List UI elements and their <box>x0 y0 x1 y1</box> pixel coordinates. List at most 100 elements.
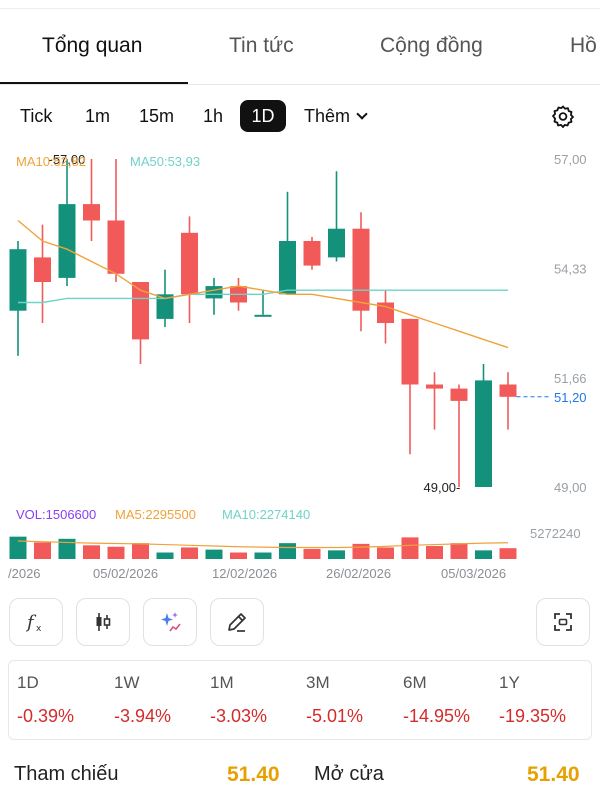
candle-body <box>303 241 321 266</box>
perf-change-3m: -5.01% <box>306 706 364 726</box>
ai-analysis-button[interactable] <box>143 598 197 646</box>
indicator-button[interactable]: f x <box>9 598 63 646</box>
candle-body <box>205 286 223 299</box>
perf-period-1d: 1D <box>17 673 39 692</box>
gear-icon[interactable] <box>551 104 575 128</box>
candles-layer <box>9 159 517 487</box>
volume-bar <box>83 545 100 559</box>
timeframe-1d[interactable]: 1D <box>240 100 286 132</box>
draw-button[interactable] <box>210 598 264 646</box>
tab-community[interactable]: Cộng đồng <box>380 34 483 57</box>
tab-portfolio[interactable]: Hồ <box>570 34 597 57</box>
function-icon: f x <box>25 612 42 634</box>
tab-bar: Tổng quan Tin tức Cộng đồng Hồ <box>0 22 600 85</box>
volume-bar <box>254 552 272 559</box>
tab-news[interactable]: Tin tức <box>229 34 294 57</box>
candle-body <box>181 232 198 295</box>
svg-text:x: x <box>36 624 42 634</box>
pen-icon <box>228 613 246 632</box>
reference-price-label: Tham chiếu <box>14 763 119 785</box>
volume-bar <box>401 537 419 559</box>
volume-bar <box>181 547 198 559</box>
price-chart[interactable]: 57,00 54,33 51,66 49,00 51,20 -57,00 49,00- 527… <box>0 140 600 585</box>
volume-bar <box>328 550 345 559</box>
current-price-label: 51,20 <box>554 390 587 405</box>
x-tick-label: 05/03/2026 <box>441 566 506 581</box>
volume-layer <box>9 536 517 559</box>
more-timeframes-button[interactable]: Thêm <box>304 100 368 132</box>
more-label: Thêm <box>304 106 351 126</box>
high-price-label: -57,00 <box>49 152 86 167</box>
perf-change-6m: -14.95% <box>403 706 471 726</box>
tabs-divider <box>0 84 600 85</box>
volume-bar <box>475 550 492 559</box>
volume-max-label: 5272240 <box>530 526 581 541</box>
candle-body <box>426 384 443 389</box>
volume-bar <box>450 543 468 559</box>
chart-type-button[interactable] <box>76 598 130 646</box>
volume-ma-line <box>17 540 509 549</box>
candle-body <box>328 228 345 258</box>
timeframe-1m[interactable]: 1m <box>85 106 111 126</box>
vol-legend: VOL:1506600 <box>16 507 97 522</box>
volume-bar <box>377 547 394 559</box>
volume-bar <box>58 538 76 559</box>
candle-body <box>254 314 272 317</box>
timeframe-15m[interactable]: 15m <box>139 106 175 126</box>
perf-change-1w: -3.94% <box>114 706 172 726</box>
candle-body <box>499 384 517 397</box>
perf-period-1m: 1M <box>210 673 234 692</box>
volume-bar <box>205 549 223 559</box>
ma50-line <box>18 289 508 304</box>
candle-body <box>450 388 468 401</box>
ma10-legend: MA10:52,82 <box>16 154 87 169</box>
volume-bar <box>9 536 27 559</box>
timeframe-tick[interactable]: Tick <box>20 106 53 126</box>
fullscreen-button[interactable] <box>536 598 590 646</box>
perf-period-3m: 3M <box>306 673 330 692</box>
candle-body <box>401 318 419 385</box>
low-price-label: 49,00- <box>424 480 461 495</box>
candle-body <box>34 257 51 282</box>
axis-layer: 57,00 54,33 51,66 49,00 51,20 -57,00 49,00- 527… <box>8 152 587 581</box>
candle-body <box>107 220 125 274</box>
volume-bar <box>107 546 125 559</box>
volume-bar <box>156 552 174 559</box>
reference-price-value: 51.40 <box>227 763 280 786</box>
volume-bar <box>499 548 517 559</box>
perf-period-1y: 1Y <box>499 673 520 692</box>
fullscreen-icon <box>554 613 572 631</box>
y-tick-label: 54,33 <box>554 261 587 276</box>
vol-ma10-legend: MA10:2274140 <box>222 507 311 522</box>
open-price-label: Mở cửa <box>314 763 384 785</box>
volume-bar <box>132 543 149 559</box>
candle-body <box>156 294 174 319</box>
tab-overview[interactable]: Tổng quan <box>42 34 143 57</box>
open-price-value: 51.40 <box>527 763 580 786</box>
candle-body <box>352 228 370 311</box>
top-divider <box>0 8 600 9</box>
chevron-down-icon <box>356 108 368 120</box>
y-tick-label: 57,00 <box>554 152 587 167</box>
perf-period-1w: 1W <box>114 673 140 692</box>
sparkle-icon <box>161 612 181 632</box>
candle-body <box>9 249 27 311</box>
ma-lines-layer <box>17 219 509 349</box>
y-tick-label: 51,66 <box>554 371 587 386</box>
candle-body <box>83 204 100 221</box>
perf-change-1d: -0.39% <box>17 706 75 726</box>
volume-bar <box>34 542 51 559</box>
perf-change-1y: -19.35% <box>499 706 567 726</box>
x-tick-label: 26/02/2026 <box>326 566 391 581</box>
perf-change-1m: -3.03% <box>210 706 268 726</box>
volume-bar <box>230 552 247 559</box>
y-tick-label: 49,00 <box>554 480 587 495</box>
performance-table: 1D 1W 1M 3M 6M 1Y -0.39% -3.94% -3.03% -… <box>8 660 592 740</box>
ma50-legend: MA50:53,93 <box>130 154 201 169</box>
candle-body <box>279 241 296 295</box>
timeframe-1h[interactable]: 1h <box>203 106 224 126</box>
volume-bar <box>303 548 321 559</box>
candle-body <box>132 282 149 340</box>
active-tab-indicator <box>0 82 188 85</box>
x-tick-label: /2026 <box>8 566 41 581</box>
